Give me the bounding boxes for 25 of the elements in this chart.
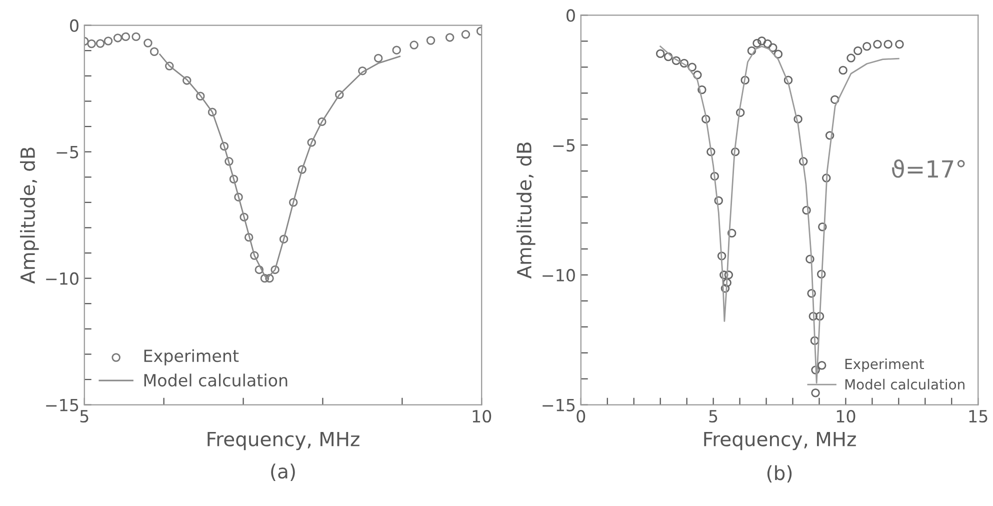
legend-label: Experiment bbox=[845, 358, 924, 372]
annotation: ϑ=17° bbox=[892, 159, 965, 178]
x-tick-label: 15 bbox=[969, 410, 988, 423]
legend-label: Model calculation bbox=[144, 374, 288, 387]
x-tick-label: 5 bbox=[80, 410, 88, 423]
y-axis-title: Amplitude, dB bbox=[516, 142, 536, 279]
x-axis-title: Frequency, MHz bbox=[208, 432, 360, 450]
y-axis-title: Amplitude, dB bbox=[20, 148, 39, 284]
y-tick-label: −15 bbox=[542, 398, 575, 412]
text: (a) bbox=[271, 464, 295, 481]
text: (b) bbox=[767, 465, 792, 483]
y-tick-label: 0 bbox=[70, 19, 78, 32]
x-tick-label: 0 bbox=[576, 410, 586, 423]
y-tick-label: −10 bbox=[542, 268, 575, 282]
x-axis-title: Frequency, MHz bbox=[704, 432, 856, 450]
x-tick-label: 5 bbox=[709, 410, 718, 423]
x-tick-label: 10 bbox=[836, 410, 856, 423]
legend-label: Model calculation bbox=[845, 378, 964, 390]
y-tick-label: −15 bbox=[46, 398, 78, 412]
legend-label: Experiment bbox=[144, 349, 239, 366]
x-tick-label: 10 bbox=[472, 410, 492, 423]
y-tick-label: 0 bbox=[566, 9, 575, 22]
y-tick-label: −5 bbox=[56, 146, 78, 158]
y-tick-label: −10 bbox=[46, 272, 78, 285]
y-tick-label: −5 bbox=[553, 139, 575, 152]
